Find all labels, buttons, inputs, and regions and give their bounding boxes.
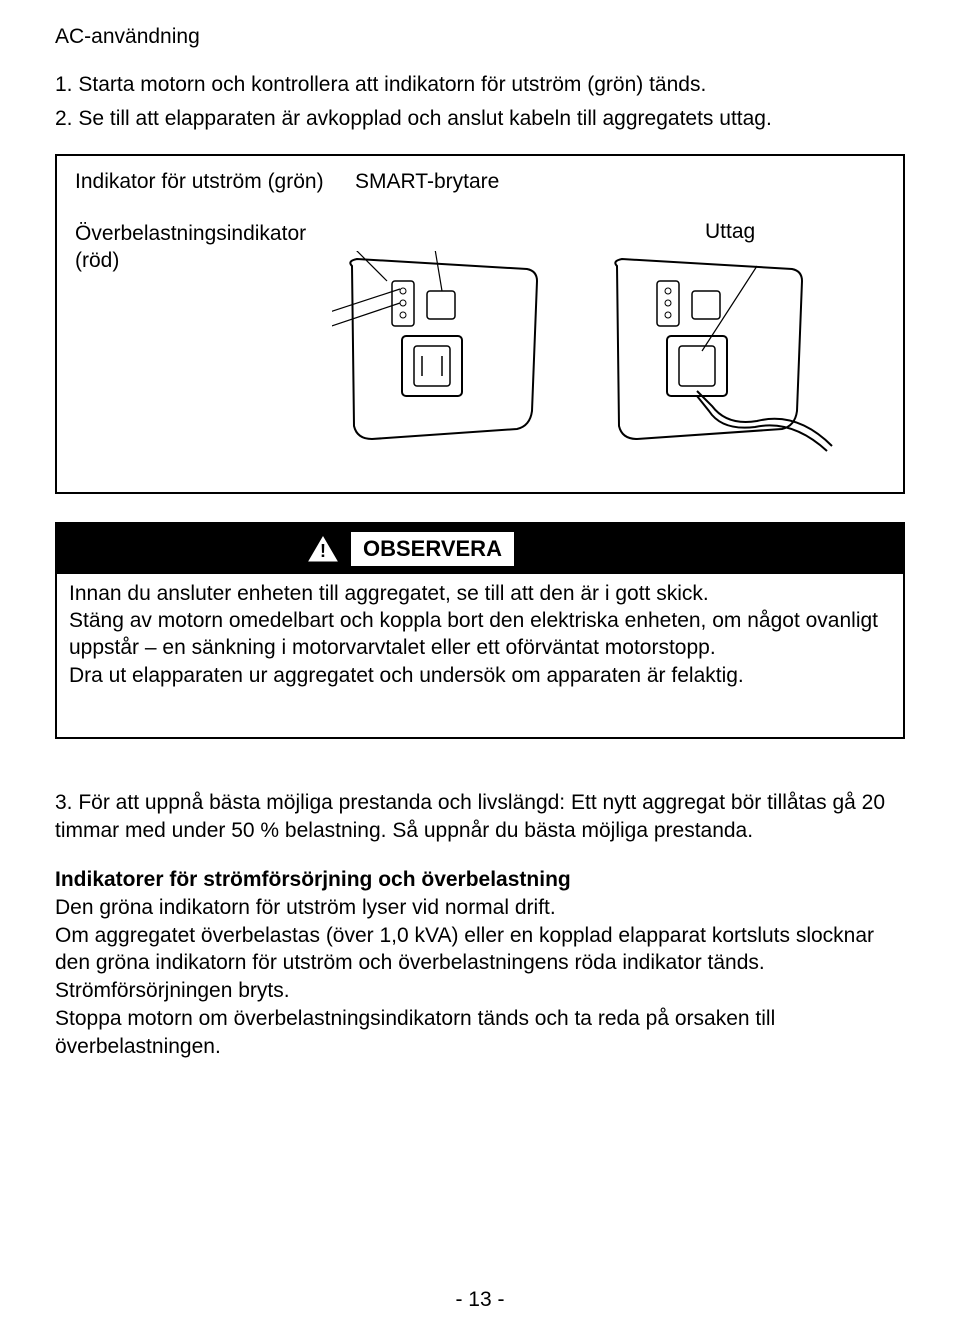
notice-line-1: Innan du ansluter enheten till aggregate… xyxy=(69,580,891,607)
panel-drawing-left xyxy=(332,251,552,456)
indicators-body-3: Stoppa motorn om överbelastningsindikato… xyxy=(55,1005,905,1060)
section-title: AC-användning xyxy=(55,25,905,49)
notice-block: ! OBSERVERA Innan du ansluter enheten ti… xyxy=(55,522,905,739)
indicators-body-2: Om aggregatet överbelastas (över 1,0 kVA… xyxy=(55,922,905,1005)
label-smart-switch: SMART-brytare xyxy=(355,170,595,194)
step-3: 3. För att uppnå bästa möjliga prestanda… xyxy=(55,789,905,844)
notice-body: Innan du ansluter enheten till aggregate… xyxy=(57,574,903,737)
notice-header: ! OBSERVERA xyxy=(57,524,903,574)
notice-heading: OBSERVERA xyxy=(351,532,514,566)
indicators-heading: Indikatorer för strömförsörjning och öve… xyxy=(55,866,905,894)
warning-triangle-icon: ! xyxy=(307,535,339,563)
indicators-body-1: Den gröna indikatorn för utström lyser v… xyxy=(55,894,905,922)
label-overload-line1: Överbelastningsindikator xyxy=(75,222,306,245)
page-number: - 13 - xyxy=(0,1288,960,1312)
label-indicator-green: Indikator för utström (grön) xyxy=(75,170,355,194)
step-1: 1. Starta motorn och kontrollera att ind… xyxy=(55,71,905,99)
diagram-box: Indikator för utström (grön) SMART-bryta… xyxy=(55,154,905,494)
svg-text:!: ! xyxy=(320,541,326,561)
notice-line-2: Stäng av motorn omedelbart och koppla bo… xyxy=(69,607,891,662)
label-overload-red: Överbelastningsindikator (röd) xyxy=(75,220,335,275)
indicators-section: Indikatorer för strömförsörjning och öve… xyxy=(55,866,905,1060)
notice-line-3: Dra ut elapparaten ur aggregatet och und… xyxy=(69,662,891,689)
panel-drawing-right xyxy=(597,251,837,466)
step-2: 2. Se till att elapparaten är avkopplad … xyxy=(55,105,905,133)
label-overload-line2: (röd) xyxy=(75,249,119,272)
